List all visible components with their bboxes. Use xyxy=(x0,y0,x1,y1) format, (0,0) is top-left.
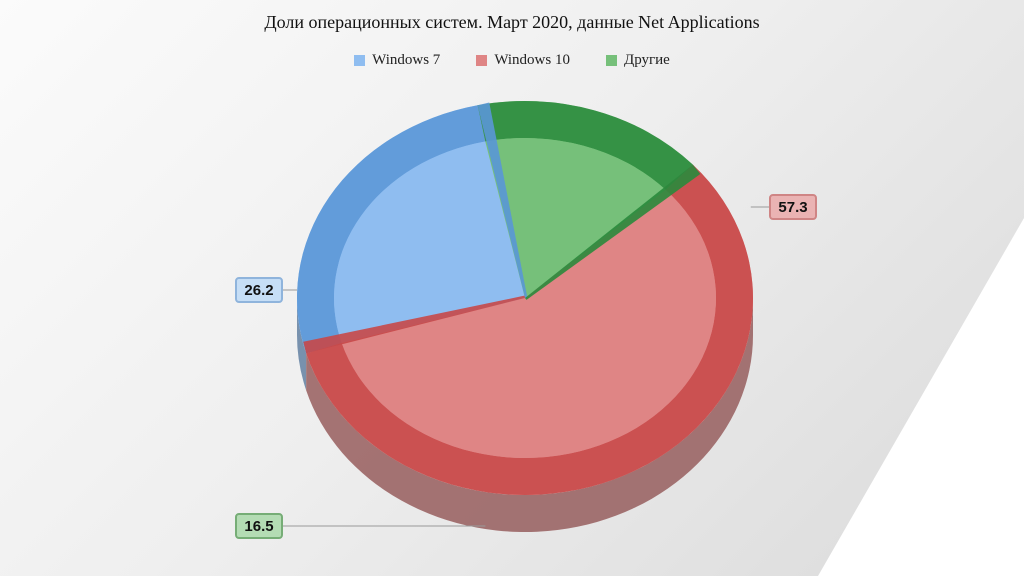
pie-rim-windows-7 xyxy=(296,105,486,354)
legend-swatch-other xyxy=(605,55,617,66)
pie-wedge-wall-windows-10 xyxy=(303,295,525,354)
pie-face-other xyxy=(485,138,666,298)
data-label-box-windows-10 xyxy=(769,194,817,220)
legend-label-other: Другие xyxy=(623,52,670,68)
data-labels: 26.2 57.3 16.5 xyxy=(235,194,817,539)
legend-swatch-windows-7 xyxy=(354,55,366,66)
data-label-other: 16.5 xyxy=(244,518,273,535)
data-label-box-windows-7 xyxy=(235,277,283,303)
data-label-windows-7: 26.2 xyxy=(244,282,273,299)
legend-item-other[interactable]: Другие xyxy=(605,52,670,69)
pie-side-windows-10 xyxy=(306,298,753,533)
pie-side-windows-7 xyxy=(297,298,307,391)
legend-item-windows-10[interactable]: Windows 10 xyxy=(476,52,570,69)
pie-face-windows-10 xyxy=(341,189,717,459)
chart-title: Доли операционных систем. Март 2020, дан… xyxy=(264,12,760,32)
pie-rim-other xyxy=(477,100,693,190)
pie-side-shade-windows-7 xyxy=(297,298,307,391)
legend: Windows 7 Windows 10 Другие xyxy=(0,52,1024,69)
legend-label-windows-10: Windows 10 xyxy=(494,52,570,68)
pie-rim-windows-10 xyxy=(306,164,753,495)
pie-wedge-wall-windows-7 xyxy=(477,102,528,299)
pie-side-shade-windows-10 xyxy=(306,298,753,533)
pie-rim-bands xyxy=(296,100,753,495)
legend-item-windows-7[interactable]: Windows 7 xyxy=(354,52,440,69)
pie-wedge-walls xyxy=(303,102,701,354)
data-label-windows-10: 57.3 xyxy=(778,199,807,216)
pie-wedge-wall-other xyxy=(525,164,701,300)
pie-face-windows-7 xyxy=(333,141,525,343)
pie-inner-faces xyxy=(333,138,717,459)
pie-side-walls xyxy=(297,298,753,533)
legend-label-windows-7: Windows 7 xyxy=(372,52,441,68)
data-label-box-other xyxy=(235,513,283,539)
legend-swatch-windows-10 xyxy=(476,55,488,66)
